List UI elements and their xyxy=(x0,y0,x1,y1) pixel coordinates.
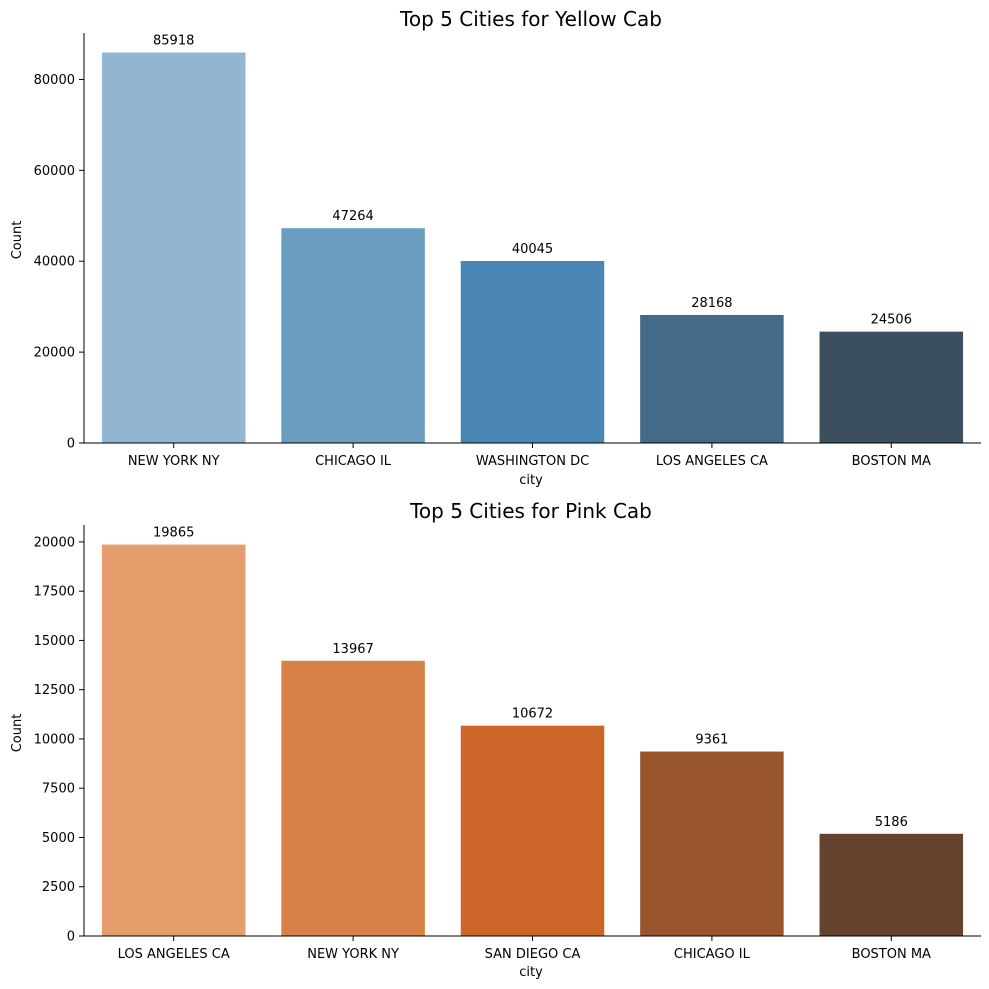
bar-value-label: 19865 xyxy=(153,526,194,541)
x-tick-label: BOSTON MA xyxy=(852,454,931,469)
bar-value-label: 85918 xyxy=(153,34,194,49)
chart-title: Top 5 Cities for Yellow Cab xyxy=(399,7,662,31)
bar xyxy=(460,725,605,936)
bar xyxy=(101,52,246,443)
y-tick-label: 60000 xyxy=(34,164,75,179)
bar xyxy=(819,833,964,936)
y-tick-label: 17500 xyxy=(34,585,75,600)
bar-value-label: 24506 xyxy=(871,313,912,328)
x-tick-label: SAN DIEGO CA xyxy=(485,947,581,962)
x-axis-label: city xyxy=(519,473,543,488)
bar xyxy=(101,544,246,936)
y-tick-label: 0 xyxy=(67,930,75,945)
x-tick-label: LOS ANGELES CA xyxy=(118,947,230,962)
x-tick-label: CHICAGO IL xyxy=(674,947,751,962)
bar xyxy=(640,314,784,443)
y-tick-label: 15000 xyxy=(34,634,75,649)
bar xyxy=(281,660,425,936)
x-tick-label: NEW YORK NY xyxy=(128,454,220,469)
pink-cab-chart: Top 5 Cities for Pink Cab Count city 198… xyxy=(10,499,981,980)
bar xyxy=(640,751,784,936)
bar-value-label: 28168 xyxy=(691,296,732,311)
y-tick-label: 20000 xyxy=(34,535,75,550)
bar xyxy=(819,331,964,443)
y-tick-label: 2500 xyxy=(42,880,75,895)
y-tick-label: 12500 xyxy=(34,683,75,698)
x-tick-label: LOS ANGELES CA xyxy=(656,454,768,469)
bar-value-label: 13967 xyxy=(332,642,373,657)
bar xyxy=(281,228,425,443)
bar-value-label: 9361 xyxy=(695,733,728,748)
y-tick-label: 10000 xyxy=(34,732,75,747)
y-axis-label: Count xyxy=(10,221,25,260)
y-tick-label: 80000 xyxy=(34,73,75,88)
y-axis-label: Count xyxy=(10,714,25,753)
x-tick-label: BOSTON MA xyxy=(852,947,931,962)
y-tick-label: 40000 xyxy=(34,255,75,270)
bar xyxy=(460,261,605,443)
x-axis-label: city xyxy=(519,965,543,980)
y-tick-label: 20000 xyxy=(34,346,75,361)
bar-value-label: 5186 xyxy=(875,815,908,830)
y-tick-label: 0 xyxy=(67,437,75,452)
y-tick-label: 7500 xyxy=(42,782,75,797)
bar-value-label: 10672 xyxy=(512,707,553,722)
bar-value-label: 40045 xyxy=(512,242,553,257)
x-tick-label: WASHINGTON DC xyxy=(476,454,589,469)
bar-value-label: 47264 xyxy=(332,209,373,224)
chart-title: Top 5 Cities for Pink Cab xyxy=(409,499,652,523)
x-tick-label: NEW YORK NY xyxy=(307,947,399,962)
y-tick-label: 5000 xyxy=(42,831,75,846)
x-tick-label: CHICAGO IL xyxy=(315,454,392,469)
yellow-cab-chart: Top 5 Cities for Yellow Cab Count city 8… xyxy=(10,7,981,488)
